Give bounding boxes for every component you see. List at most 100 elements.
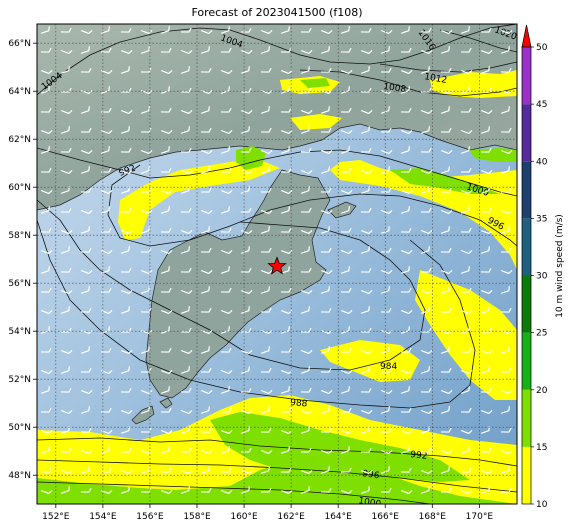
lat-tick-label: 66°N	[8, 39, 31, 49]
wind-barb-icon	[281, 146, 290, 154]
wind-barb-icon	[141, 29, 153, 35]
wind-barb-icon	[500, 427, 512, 433]
wind-barb-icon	[441, 449, 453, 455]
wind-barb-icon	[401, 266, 410, 274]
wind-barb-icon	[181, 409, 193, 415]
wind-barb-icon	[180, 27, 192, 33]
colorbar-extend-arrow	[521, 24, 532, 48]
isobar-label: 1012	[423, 72, 447, 86]
wind-barb-icon	[240, 267, 252, 273]
wind-barb-icon	[420, 207, 432, 213]
wind-barb-icon	[220, 167, 232, 173]
wind-barb-icon	[421, 186, 430, 194]
wind-barb-icon	[280, 227, 292, 233]
wind-barb-icon	[401, 26, 410, 34]
wind-barb-icon	[260, 487, 272, 493]
wind-barb-icon	[320, 67, 332, 73]
wind-barb-icon	[501, 149, 513, 155]
wind-barb-icon	[481, 109, 493, 115]
wind-barb-icon	[201, 269, 213, 275]
wind-barb-icon	[380, 307, 392, 313]
wind-barb-icon	[280, 287, 292, 293]
lat-tick-label: 60°N	[8, 183, 31, 193]
wind-barb-icon	[160, 347, 172, 353]
wind-barb-icon	[361, 49, 373, 55]
wind-barb-icon	[440, 187, 452, 193]
wind-barb-icon	[260, 247, 272, 253]
lat-tick-label: 50°N	[8, 423, 31, 433]
star-marker-icon	[267, 256, 287, 275]
wind-barb-icon	[261, 149, 273, 155]
colorbar-segment	[522, 218, 531, 276]
wind-barb-icon	[341, 146, 350, 154]
wind-barb-icon	[501, 46, 510, 54]
wind-barb-icon	[140, 247, 152, 253]
wind-barb-icon	[140, 67, 152, 73]
wind-barb-icon	[101, 129, 113, 135]
wind-barb-icon	[300, 327, 312, 333]
wind-barb-icon	[281, 386, 290, 394]
wind-barb-icon	[241, 349, 253, 355]
wind-barb-icon	[400, 467, 412, 473]
wind-barb-icon	[461, 429, 473, 435]
wind-barb-icon	[181, 469, 193, 475]
wind-barb-icon	[140, 307, 152, 313]
wind-barb-icon	[341, 386, 350, 394]
wind-barb-icon	[400, 167, 412, 173]
wind-barb-icon	[41, 309, 53, 315]
wind-barb-icon	[320, 307, 332, 313]
wind-barb-icon	[361, 126, 370, 134]
wind-barb-icon	[220, 407, 232, 413]
wind-barb-icon	[421, 126, 430, 134]
wind-barb-icon	[401, 446, 410, 454]
wind-barb-icon	[60, 267, 72, 273]
wind-barb-icon	[401, 326, 410, 334]
wind-barb-icon	[201, 166, 210, 174]
wind-barb-icon	[420, 27, 432, 33]
wind-barb-icon	[181, 186, 190, 194]
wind-barb-icon	[201, 209, 213, 215]
wind-barb-icon	[41, 386, 50, 394]
wind-barb-icon	[321, 29, 333, 35]
wind-barb-icon	[360, 387, 372, 393]
wind-barb-icon	[161, 429, 173, 435]
wind-barb-icon	[201, 346, 210, 354]
wind-barb-icon	[401, 69, 413, 75]
wind-barb-icon	[200, 127, 212, 133]
wind-barb-icon	[141, 209, 153, 215]
wind-barb-icon	[421, 349, 433, 355]
wind-barb-icon	[281, 249, 293, 255]
wind-barb-icon	[121, 186, 130, 194]
lon-tick-label: 164°E	[324, 512, 352, 522]
wind-barb-icon	[500, 367, 512, 373]
wind-barb-icon	[101, 446, 110, 454]
colorbar-label: 10 m wind speed (m/s)	[555, 214, 565, 318]
wind-barb-icon	[440, 307, 452, 313]
wind-barb-icon	[80, 307, 92, 313]
wind-barb-icon	[40, 47, 52, 53]
wind-barb-icon	[160, 467, 172, 473]
colorbar-tick-label: 45	[536, 100, 547, 110]
wind-barb-icon	[81, 166, 90, 174]
lon-tick-label: 166°E	[372, 512, 400, 522]
wind-barb-icon	[341, 309, 353, 315]
wind-barb-icon	[221, 446, 230, 454]
wind-barb-icon	[301, 409, 313, 415]
wind-barb-icon	[481, 49, 493, 55]
wind-barb-icon	[440, 487, 452, 493]
wind-barb-icon	[360, 447, 372, 453]
wind-barb-icon	[241, 246, 250, 254]
wind-barb-icon	[501, 106, 510, 114]
wind-barb-icon	[400, 227, 412, 233]
wind-barb-icon	[361, 289, 373, 295]
wind-barb-icon	[141, 329, 153, 335]
wind-barb-icon	[301, 306, 310, 314]
lon-tick-label: 156°E	[136, 512, 164, 522]
wind-barb-icon	[400, 287, 412, 293]
wind-barb-icon	[300, 447, 312, 453]
wind-barb-icon	[40, 167, 52, 173]
wind-barb-icon	[120, 27, 132, 33]
wind-barb-icon	[341, 446, 350, 454]
wind-barb-icon	[241, 306, 250, 314]
wind-barb-icon	[240, 387, 252, 393]
